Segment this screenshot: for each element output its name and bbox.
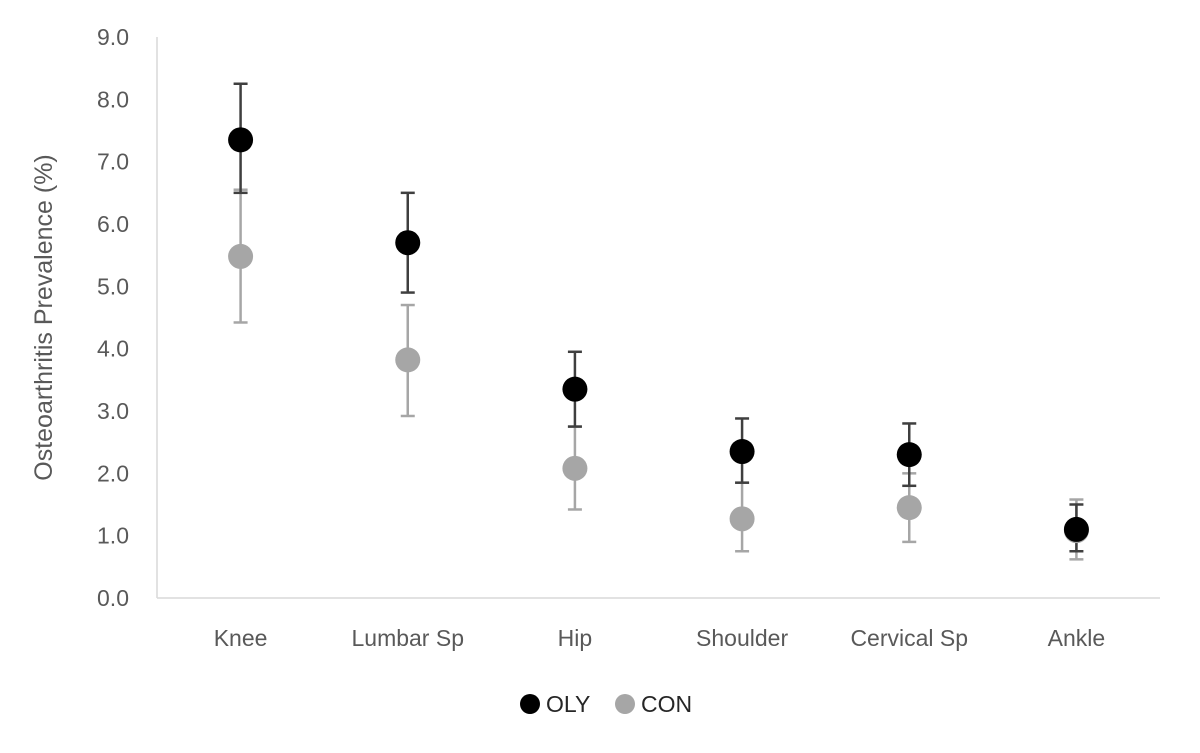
y-tick-label: 9.0 [97, 24, 129, 50]
series-con [233, 188, 1084, 561]
legend-item-con: CON [615, 691, 692, 717]
x-category-label: Shoulder [696, 625, 788, 651]
y-tick-label: 0.0 [97, 585, 129, 611]
legend-marker [520, 694, 540, 714]
x-category-label: Ankle [1048, 625, 1106, 651]
x-category-labels: Knee Lumbar Sp Hip Shoulder Cervical Sp Ankle [214, 625, 1105, 651]
legend-marker [615, 694, 635, 714]
data-point [395, 347, 421, 373]
data-point [228, 127, 254, 153]
y-tick-label: 4.0 [97, 336, 129, 362]
data-point [395, 230, 421, 256]
x-category-label: Cervical Sp [850, 625, 968, 651]
legend-label: OLY [546, 691, 590, 717]
y-axis-label: Osteoarthritis Prevalence (%) [30, 154, 58, 481]
series-oly [233, 82, 1084, 553]
data-point [896, 495, 922, 521]
points-oly [228, 127, 1089, 542]
data-point [228, 243, 254, 269]
x-category-label: Knee [214, 625, 268, 651]
y-tick-label: 3.0 [97, 398, 129, 424]
y-tick-label: 5.0 [97, 273, 129, 299]
data-point [729, 506, 755, 532]
data-point [729, 439, 755, 465]
y-tick-label: 7.0 [97, 149, 129, 175]
legend-label: CON [641, 691, 692, 717]
x-category-label: Lumbar Sp [351, 625, 464, 651]
data-point [1063, 516, 1089, 542]
data-point [896, 442, 922, 468]
axes [156, 37, 1160, 599]
y-tick-label: 6.0 [97, 211, 129, 237]
y-tick-label: 1.0 [97, 523, 129, 549]
y-tick-label: 8.0 [97, 86, 129, 112]
y-tick-label: 2.0 [97, 460, 129, 486]
points-con [228, 243, 1089, 544]
legend-item-oly: OLY [520, 691, 590, 717]
y-tick-labels: 0.0 1.0 2.0 3.0 4.0 5.0 6.0 7.0 8.0 9.0 [97, 24, 129, 611]
series-layer [228, 82, 1089, 561]
x-category-label: Hip [558, 625, 593, 651]
data-point [562, 455, 588, 481]
data-point [562, 376, 588, 402]
legend: OLY CON [520, 691, 692, 717]
